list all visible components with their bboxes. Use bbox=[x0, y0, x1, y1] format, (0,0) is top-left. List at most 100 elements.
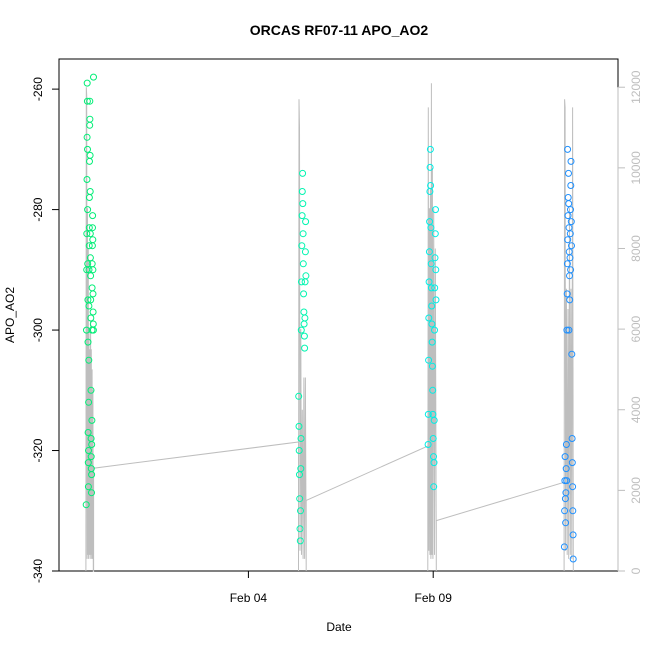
data-point-flight-3 bbox=[428, 338, 436, 346]
data-point-flight-1 bbox=[85, 194, 93, 201]
data-point-flight-4 bbox=[566, 296, 574, 304]
altitude-line bbox=[85, 83, 574, 572]
data-point-flight-1 bbox=[89, 308, 97, 316]
data-point-flight-2 bbox=[301, 278, 309, 286]
y-tick-label: -320 bbox=[31, 438, 45, 462]
y2-tick-label: 8000 bbox=[629, 235, 643, 262]
data-point-flight-3 bbox=[429, 435, 437, 442]
data-point-flight-4 bbox=[569, 483, 577, 491]
data-point-flight-1 bbox=[88, 489, 95, 497]
y2-tick-label: 10000 bbox=[629, 151, 643, 185]
data-point-flight-4 bbox=[561, 453, 569, 461]
data-point-flight-1 bbox=[83, 133, 91, 141]
y-axis-right: 0 2000 4000 6000 8000 10000 12000 bbox=[617, 70, 643, 574]
x-axis-label: Date bbox=[326, 620, 352, 634]
data-point-flight-4 bbox=[567, 157, 575, 165]
data-point-flight-4 bbox=[564, 212, 572, 220]
data-point-flight-4 bbox=[568, 435, 576, 442]
data-point-flight-3 bbox=[426, 163, 434, 171]
y-axis-left: -340 -320 -300 -280 -260 bbox=[31, 77, 60, 583]
data-point-flight-3 bbox=[431, 254, 439, 262]
data-point-flight-1 bbox=[89, 320, 97, 328]
y2-tick-label: 12000 bbox=[629, 70, 643, 104]
data-point-flight-3 bbox=[424, 441, 432, 448]
data-point-flight-4 bbox=[569, 555, 577, 563]
y-tick-label: -260 bbox=[31, 77, 45, 101]
plot-frame bbox=[58, 58, 619, 572]
data-point-flight-2 bbox=[299, 200, 307, 208]
data-point-flight-3 bbox=[427, 284, 435, 292]
data-point-flight-2 bbox=[301, 344, 309, 352]
data-point-flight-4 bbox=[567, 206, 574, 214]
data-point-flight-4 bbox=[566, 254, 574, 262]
data-point-flight-2 bbox=[300, 320, 308, 328]
data-point-flight-1 bbox=[85, 302, 93, 310]
data-point-flight-4 bbox=[562, 489, 570, 497]
data-point-flight-1 bbox=[86, 188, 94, 195]
data-point-flight-1 bbox=[89, 290, 97, 298]
data-point-flight-1 bbox=[89, 212, 97, 220]
x-tick-label: Feb 09 bbox=[415, 591, 453, 605]
chart-title: ORCAS RF07-11 APO_AO2 bbox=[250, 22, 429, 38]
data-point-flight-1 bbox=[86, 151, 94, 159]
data-point-flight-4 bbox=[565, 169, 572, 177]
data-point-flight-3 bbox=[425, 314, 433, 322]
data-point-flight-3 bbox=[430, 416, 438, 424]
data-point-flight-3 bbox=[425, 248, 433, 256]
data-point-flight-2 bbox=[295, 447, 303, 454]
data-point-flight-2 bbox=[298, 242, 306, 250]
data-point-flight-1 bbox=[84, 338, 92, 346]
data-point-flight-4 bbox=[560, 543, 568, 551]
data-point-flight-2 bbox=[300, 332, 308, 340]
altitude-line-group bbox=[85, 83, 574, 572]
y-tick-label: -280 bbox=[31, 197, 45, 221]
data-point-flight-4 bbox=[564, 236, 572, 244]
data-point-flight-1 bbox=[83, 97, 91, 105]
y2-tick-label: 2000 bbox=[629, 477, 643, 504]
data-point-flight-2 bbox=[297, 507, 304, 515]
data-point-flight-3 bbox=[428, 362, 436, 370]
y-tick-label: -300 bbox=[31, 318, 45, 342]
data-point-flight-1 bbox=[84, 206, 92, 214]
data-point-flight-1 bbox=[86, 157, 93, 165]
data-point-flight-1 bbox=[89, 326, 97, 334]
data-point-flight-4 bbox=[568, 350, 576, 358]
data-point-flight-1 bbox=[89, 224, 96, 232]
data-point-flight-2 bbox=[297, 326, 305, 334]
data-point-flight-2 bbox=[295, 392, 303, 400]
data-point-flight-4 bbox=[568, 459, 576, 467]
data-point-flight-2 bbox=[297, 465, 305, 473]
data-point-flight-1 bbox=[89, 266, 97, 274]
data-point-flight-1 bbox=[84, 483, 92, 491]
data-point-flight-1 bbox=[85, 447, 92, 454]
y2-tick-label: 6000 bbox=[629, 315, 643, 342]
data-point-flight-3 bbox=[432, 266, 440, 274]
data-point-flight-3 bbox=[432, 296, 440, 304]
x-tick-label: Feb 04 bbox=[230, 591, 268, 605]
data-point-flight-1 bbox=[87, 453, 95, 461]
data-point-flight-1 bbox=[84, 145, 91, 153]
data-point-flight-1 bbox=[85, 398, 93, 406]
data-point-flight-2 bbox=[302, 272, 310, 280]
data-point-flight-1 bbox=[87, 314, 95, 322]
data-point-flight-3 bbox=[427, 260, 435, 268]
data-point-flight-1 bbox=[88, 416, 96, 424]
data-point-flight-2 bbox=[298, 212, 306, 220]
data-point-flight-2 bbox=[300, 308, 308, 316]
data-point-flight-1 bbox=[86, 230, 94, 238]
data-point-flight-4 bbox=[565, 200, 573, 208]
data-point-flight-2 bbox=[300, 290, 308, 298]
data-point-flight-4 bbox=[569, 531, 577, 539]
data-point-flight-4 bbox=[562, 519, 570, 527]
data-point-flight-1 bbox=[86, 121, 94, 129]
data-point-flight-3 bbox=[428, 302, 436, 310]
data-point-flight-2 bbox=[299, 169, 307, 177]
data-point-flight-1 bbox=[87, 296, 95, 304]
data-point-flight-3 bbox=[430, 483, 438, 491]
data-point-flight-4 bbox=[563, 477, 571, 485]
data-point-flight-2 bbox=[301, 248, 309, 256]
y2-tick-label: 0 bbox=[629, 567, 643, 574]
data-point-flight-1 bbox=[83, 79, 91, 87]
data-point-flight-2 bbox=[298, 188, 306, 195]
